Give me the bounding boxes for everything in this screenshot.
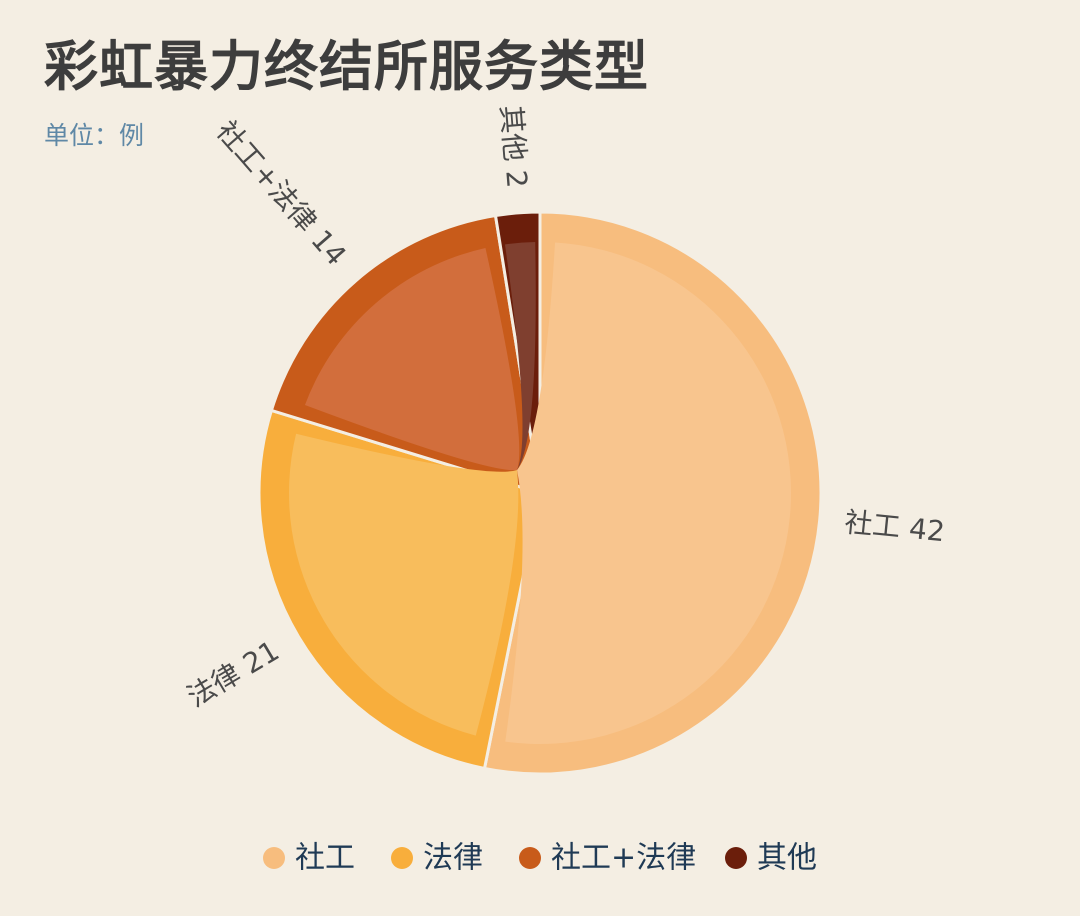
pie-slice-inner: [504, 242, 536, 470]
legend-marker: [519, 847, 541, 869]
legend-label: 法律: [423, 841, 483, 876]
pie-slice-inner: [505, 242, 791, 744]
pie-slice-inner: [289, 433, 519, 736]
slice-label: 社工 42: [843, 505, 946, 548]
legend: 社工 法律 社工+法律 其他: [263, 841, 817, 876]
legend-marker: [725, 847, 747, 869]
slice-label: 社工+法律 14: [210, 114, 353, 271]
legend-label: 社工: [295, 841, 355, 876]
legend-label: 其他: [757, 841, 817, 876]
inner-petal-group: [289, 242, 791, 744]
legend-marker: [263, 847, 285, 869]
slice-label: 其他 2: [494, 104, 533, 189]
legend-marker: [391, 847, 413, 869]
pie-slice-inner: [304, 247, 520, 471]
chart-subtitle: 单位：例: [44, 121, 145, 150]
legend-label: 社工+法律: [551, 841, 696, 876]
chart-title: 彩虹暴力终结所服务类型: [44, 35, 649, 98]
slice-label: 法律 21: [181, 634, 284, 714]
